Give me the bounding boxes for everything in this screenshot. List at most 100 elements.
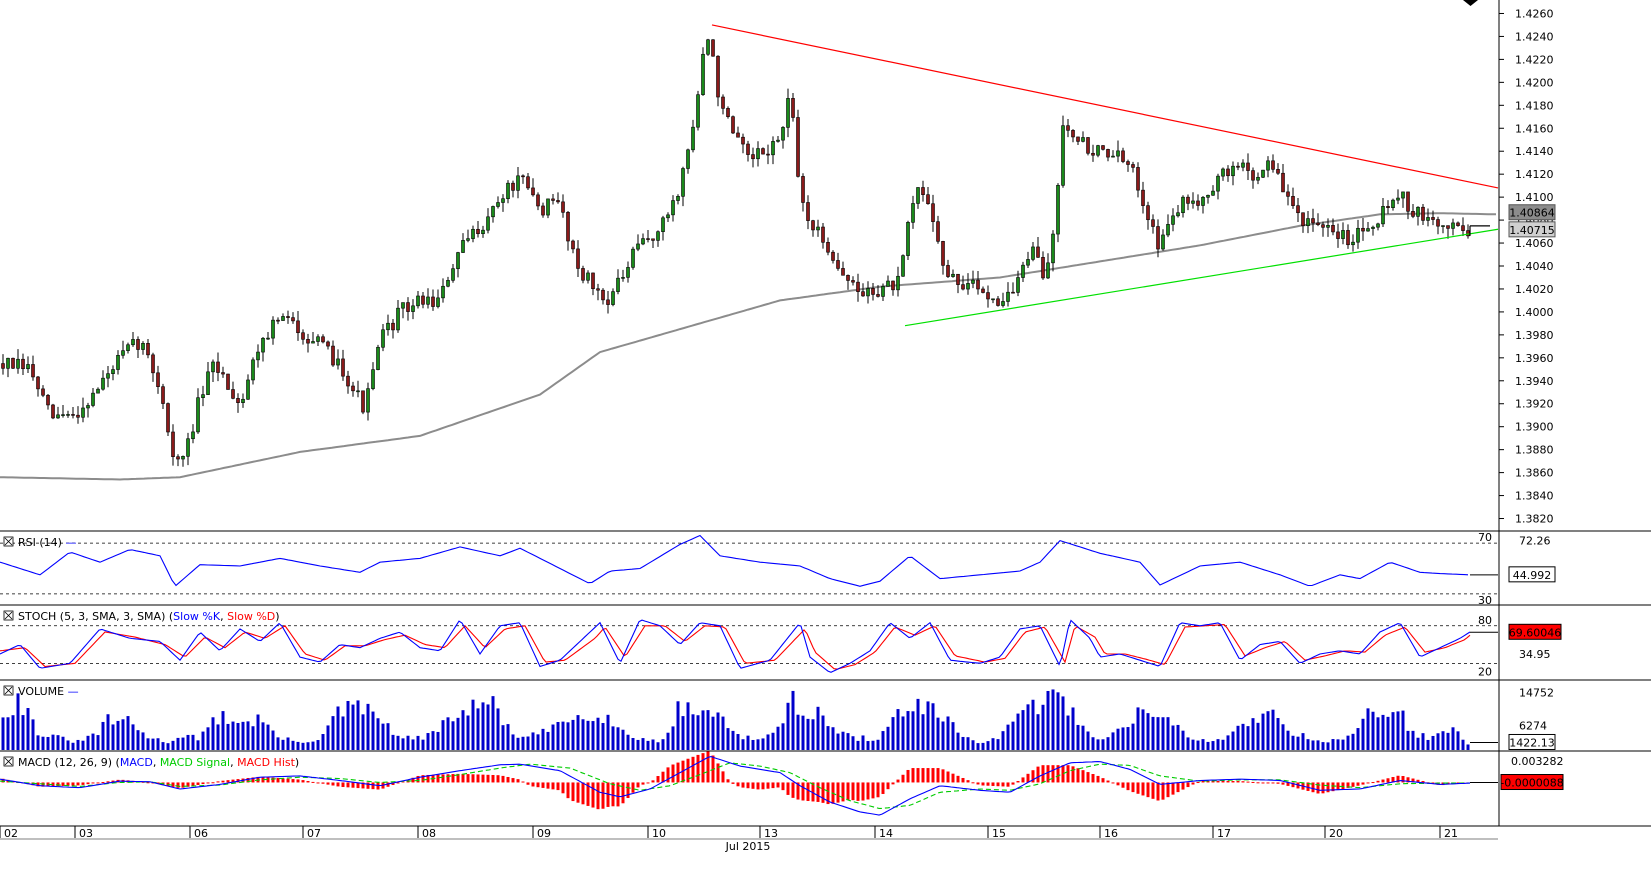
macd-hist-bar bbox=[1046, 765, 1050, 783]
volume-bar bbox=[761, 738, 765, 750]
volume-bar bbox=[676, 701, 680, 750]
volume-bar bbox=[836, 733, 840, 750]
volume-bar bbox=[1251, 718, 1255, 750]
macd-hist-bar bbox=[426, 774, 430, 783]
candle-body bbox=[21, 358, 25, 370]
volume-axis-value: 6274 bbox=[1519, 720, 1547, 733]
candle-body bbox=[31, 364, 35, 378]
candle-body bbox=[1136, 167, 1140, 191]
macd-hist-bar bbox=[1236, 781, 1240, 783]
volume-bar bbox=[1151, 716, 1155, 750]
candle-body bbox=[1206, 194, 1210, 198]
candle-body bbox=[1366, 228, 1370, 232]
macd-hist-bar bbox=[321, 782, 325, 784]
current-price-marker bbox=[1469, 225, 1490, 236]
volume-bar bbox=[516, 737, 520, 750]
candle-body bbox=[1336, 231, 1340, 239]
volume-bar bbox=[891, 717, 895, 750]
candle-body bbox=[1081, 137, 1085, 142]
candle-body bbox=[751, 154, 755, 160]
candle-body bbox=[911, 203, 915, 223]
volume-bar bbox=[1391, 712, 1395, 750]
volume-bar bbox=[606, 714, 610, 750]
volume-bar bbox=[886, 726, 890, 750]
price-tick-label: 1.4040 bbox=[1515, 260, 1554, 273]
macd-hist-bar bbox=[616, 782, 620, 807]
macd-hist-bar bbox=[706, 751, 710, 783]
x-tick-label: 08 bbox=[422, 827, 436, 840]
candle-body bbox=[546, 198, 550, 216]
volume-bar bbox=[1026, 704, 1030, 750]
volume-bar bbox=[1086, 731, 1090, 750]
price-tick-label: 1.4160 bbox=[1515, 122, 1554, 135]
candle-body bbox=[861, 291, 865, 297]
candle-body bbox=[421, 295, 425, 305]
volume-bar bbox=[1196, 740, 1200, 750]
volume-bar bbox=[1046, 690, 1050, 750]
candle-body bbox=[551, 198, 555, 201]
macd-hist-bar bbox=[506, 776, 510, 783]
volume-bar bbox=[61, 736, 65, 750]
candle-body bbox=[1211, 190, 1215, 196]
volume-bar bbox=[1356, 728, 1360, 750]
candle-body bbox=[716, 55, 720, 98]
candle-body bbox=[816, 226, 820, 231]
volume-bar bbox=[246, 721, 250, 750]
macd-hist-bar bbox=[246, 777, 250, 783]
volume-bar bbox=[551, 724, 555, 750]
volume-bar bbox=[1246, 726, 1250, 750]
volume-bar bbox=[186, 734, 190, 750]
macd-hist-bar bbox=[1226, 781, 1230, 783]
macd-hist-bar bbox=[436, 774, 440, 783]
candle-body bbox=[766, 153, 770, 156]
candle-body bbox=[966, 283, 970, 290]
x-tick-label: 07 bbox=[307, 827, 321, 840]
candle-body bbox=[256, 351, 260, 361]
candle-body bbox=[456, 252, 460, 269]
volume-bar bbox=[271, 730, 275, 750]
macd-hist-bar bbox=[71, 782, 75, 786]
volume-bar bbox=[31, 719, 35, 750]
candle-body bbox=[1026, 259, 1030, 266]
macd-hist-bar bbox=[731, 782, 735, 784]
candle-body bbox=[26, 364, 30, 370]
volume-bar bbox=[1436, 733, 1440, 750]
candle-body bbox=[711, 39, 715, 57]
macd-hist-bar bbox=[576, 782, 580, 803]
volume-bar bbox=[751, 739, 755, 750]
volume-bar bbox=[961, 736, 965, 750]
price-tick-label: 1.4260 bbox=[1515, 7, 1554, 20]
candle-body bbox=[906, 222, 910, 256]
volume-axis-value: 14752 bbox=[1519, 687, 1554, 700]
candle-body bbox=[246, 379, 250, 400]
macd-hist-bar bbox=[1181, 782, 1185, 790]
candle-body bbox=[1306, 218, 1310, 227]
macd-hist-bar bbox=[1356, 782, 1360, 786]
macd-hist-bar bbox=[1021, 777, 1025, 783]
candle-body bbox=[891, 280, 895, 291]
volume-bar bbox=[636, 739, 640, 750]
candle-body bbox=[1391, 199, 1395, 208]
candle-body bbox=[1371, 226, 1375, 229]
macd-hist-bar bbox=[901, 774, 905, 783]
macd-hist-bar bbox=[6, 779, 10, 783]
volume-bar bbox=[831, 727, 835, 750]
macd-hist-bar bbox=[871, 782, 875, 799]
x-tick-label: 20 bbox=[1329, 827, 1343, 840]
macd-hist-bar bbox=[36, 782, 40, 787]
macd-hist-bar bbox=[1256, 782, 1260, 784]
candle-body bbox=[1316, 222, 1320, 225]
macd-hist-bar bbox=[351, 782, 355, 788]
rsi-level-label: 70 bbox=[1478, 531, 1492, 544]
x-tick-label: 15 bbox=[992, 827, 1006, 840]
candle-body bbox=[1291, 196, 1295, 206]
volume-bar bbox=[981, 742, 985, 750]
macd-hist-bar bbox=[1261, 782, 1265, 784]
macd-hist-bar bbox=[391, 782, 395, 785]
candle-body bbox=[726, 108, 730, 117]
macd-hist-bar bbox=[206, 782, 210, 784]
volume-bar bbox=[1141, 709, 1145, 750]
volume-bar bbox=[1396, 711, 1400, 750]
candle-body bbox=[1236, 165, 1240, 168]
current-price-tag-label: 1.40715 bbox=[1509, 224, 1555, 237]
